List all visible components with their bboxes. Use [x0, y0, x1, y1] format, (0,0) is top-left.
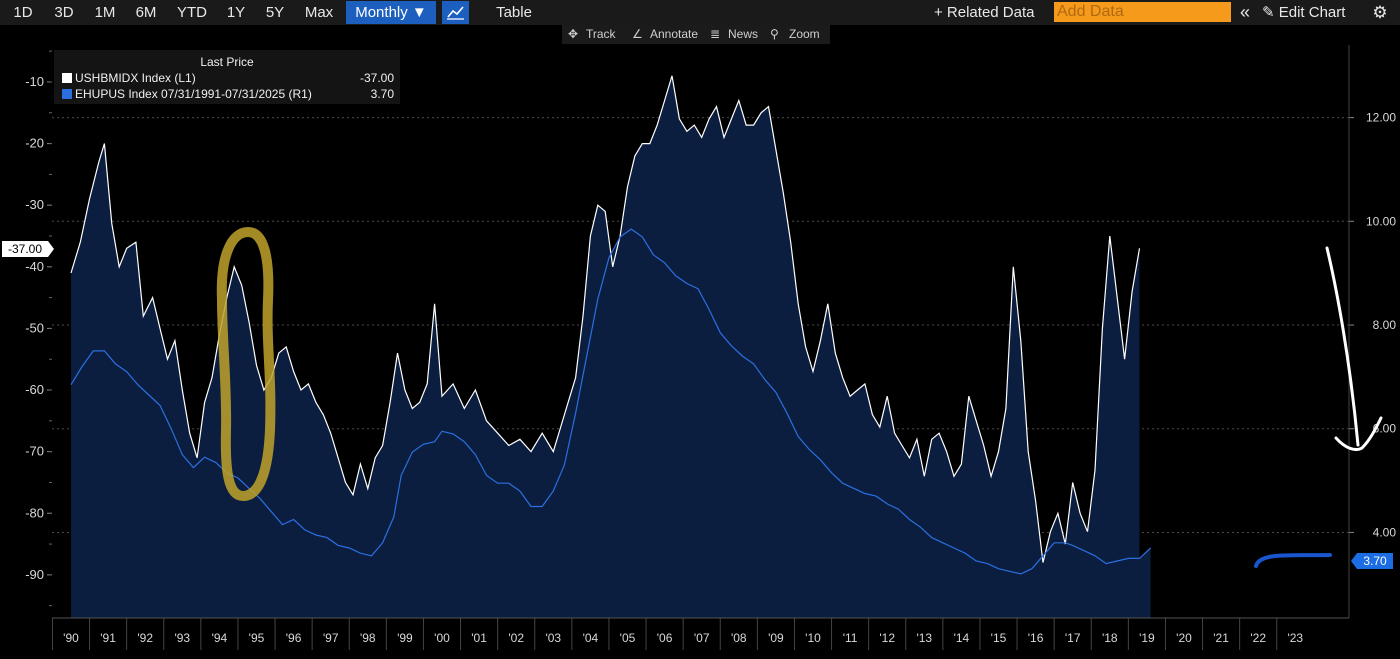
- x-tick-label: '98: [360, 631, 376, 645]
- legend-value-2: 3.70: [370, 87, 394, 101]
- zoom-button[interactable]: Zoom: [789, 27, 820, 41]
- x-tick-label: '20: [1176, 631, 1192, 645]
- x-tick-label: '96: [286, 631, 302, 645]
- x-tick-label: '93: [174, 631, 190, 645]
- highlight-ellipse: [216, 226, 276, 502]
- x-tick-label: '95: [249, 631, 265, 645]
- x-tick-label: '08: [731, 631, 747, 645]
- left-tick-label: -90: [25, 567, 44, 582]
- left-tick-label: -40: [25, 259, 44, 274]
- x-tick-label: '22: [1250, 631, 1266, 645]
- x-tick-label: '01: [471, 631, 487, 645]
- track-icon[interactable]: ✥: [568, 27, 579, 41]
- x-tick-label: '23: [1287, 631, 1303, 645]
- x-tick-label: '14: [954, 631, 970, 645]
- left-tick-label: -60: [25, 382, 44, 397]
- chart-toolbar: 1D 3D 1M 6M YTD 1Y 5Y Max Monthly ▼ Tabl…: [0, 0, 1400, 25]
- x-tick-label: '17: [1065, 631, 1081, 645]
- range-3d-button[interactable]: 3D: [54, 4, 74, 21]
- ushbmidx-area: [71, 75, 1140, 619]
- annotate-button[interactable]: Annotate: [650, 27, 699, 41]
- x-tick-label: '97: [323, 631, 339, 645]
- x-tick-label: '92: [137, 631, 153, 645]
- x-tick-label: '06: [657, 631, 673, 645]
- range-6m-button[interactable]: 6M: [135, 4, 157, 21]
- x-tick-label: '04: [583, 631, 599, 645]
- hand-drawn-arrow: [1325, 246, 1360, 447]
- legend-label-2: EHUPUS Index 07/31/1991-07/31/2025 (R1): [75, 87, 312, 101]
- x-tick-label: '21: [1213, 631, 1229, 645]
- range-max-button[interactable]: Max: [304, 4, 334, 21]
- hand-drawn-projection: [1254, 553, 1332, 568]
- range-ytd-button[interactable]: YTD: [177, 4, 207, 21]
- annotate-icon[interactable]: ∠: [632, 27, 643, 41]
- left-tick-label: -80: [25, 505, 44, 520]
- x-tick-label: '03: [545, 631, 561, 645]
- x-tick-label: '99: [397, 631, 413, 645]
- line-chart-icon[interactable]: [442, 1, 469, 24]
- track-button[interactable]: Track: [586, 27, 616, 41]
- chart-legend: Last Price USHBMIDX Index (L1) -37.00 EH…: [54, 50, 400, 104]
- left-tick-label: -10: [25, 74, 44, 89]
- left-tick-label: -30: [25, 197, 44, 212]
- left-tick-label: -70: [25, 444, 44, 459]
- x-tick-label: '07: [694, 631, 710, 645]
- collapse-icon[interactable]: «: [1239, 2, 1250, 22]
- legend-heading: Last Price: [200, 55, 254, 69]
- legend-value-1: -37.00: [359, 71, 394, 85]
- chart-tools-bar: ✥ Track ∠ Annotate ≣ News ⚲ Zoom: [562, 25, 830, 44]
- hand-drawn-arrowhead: [1334, 416, 1383, 452]
- right-tick-label: 8.00: [1373, 318, 1397, 332]
- x-tick-label: '19: [1139, 631, 1155, 645]
- legend-label-1: USHBMIDX Index (L1): [75, 71, 196, 85]
- x-axis: '90 '91 '92 '93 '94 '95 '96 '97 '98 '99 '00 '01 '02 '…: [51, 618, 1303, 650]
- x-tick-label: '11: [843, 631, 858, 645]
- x-tick-label: '15: [991, 631, 1007, 645]
- legend-series-1[interactable]: USHBMIDX Index (L1): [62, 71, 196, 85]
- right-last-value-label: 3.70: [1351, 553, 1393, 569]
- right-tick-label: 4.00: [1373, 525, 1397, 539]
- x-tick-label: '13: [916, 631, 932, 645]
- range-1m-button[interactable]: 1M: [94, 4, 116, 21]
- x-tick-label: '10: [805, 631, 821, 645]
- ushbmidx-line: [70, 75, 1141, 563]
- left-axis: -10 -20 -30 -40 -50 -60 -70 -80 -90: [25, 50, 52, 607]
- range-1d-button[interactable]: 1D: [13, 4, 33, 21]
- news-button[interactable]: News: [728, 27, 759, 41]
- period-dropdown[interactable]: Monthly ▼: [346, 1, 436, 24]
- x-tick-label: '02: [508, 631, 524, 645]
- x-tick-label: '91: [100, 631, 116, 645]
- legend-series-2[interactable]: EHUPUS Index 07/31/1991-07/31/2025 (R1): [62, 87, 312, 101]
- edit-chart-button[interactable]: ✎ Edit Chart: [1262, 4, 1346, 21]
- left-last-value-label: -37.00: [2, 241, 54, 257]
- zoom-icon[interactable]: ⚲: [770, 27, 779, 41]
- x-tick-label: '05: [620, 631, 636, 645]
- x-tick-label: '90: [63, 631, 79, 645]
- add-data-input[interactable]: Add Data: [1054, 2, 1231, 22]
- x-tick-label: '12: [879, 631, 895, 645]
- right-tick-label: 12.00: [1366, 111, 1396, 125]
- table-button[interactable]: Table: [496, 4, 532, 21]
- legend-swatch-2: [62, 89, 72, 99]
- related-data-button[interactable]: + Related Data: [934, 4, 1035, 21]
- left-tick-label: -50: [25, 320, 44, 335]
- right-tick-label: 10.00: [1366, 214, 1396, 228]
- news-icon[interactable]: ≣: [710, 27, 721, 41]
- x-tick-label: '16: [1028, 631, 1044, 645]
- gear-icon[interactable]: ⚙: [1372, 3, 1388, 22]
- right-last-value-text: 3.70: [1363, 554, 1387, 568]
- left-tick-label: -20: [25, 136, 44, 151]
- x-tick-label: '09: [768, 631, 784, 645]
- left-last-value-text: -37.00: [8, 242, 42, 256]
- range-5y-button[interactable]: 5Y: [265, 4, 285, 21]
- x-tick-label: '94: [212, 631, 228, 645]
- x-tick-label: '00: [434, 631, 450, 645]
- legend-swatch-1: [62, 73, 72, 83]
- range-1y-button[interactable]: 1Y: [226, 4, 246, 21]
- x-tick-label: '18: [1102, 631, 1118, 645]
